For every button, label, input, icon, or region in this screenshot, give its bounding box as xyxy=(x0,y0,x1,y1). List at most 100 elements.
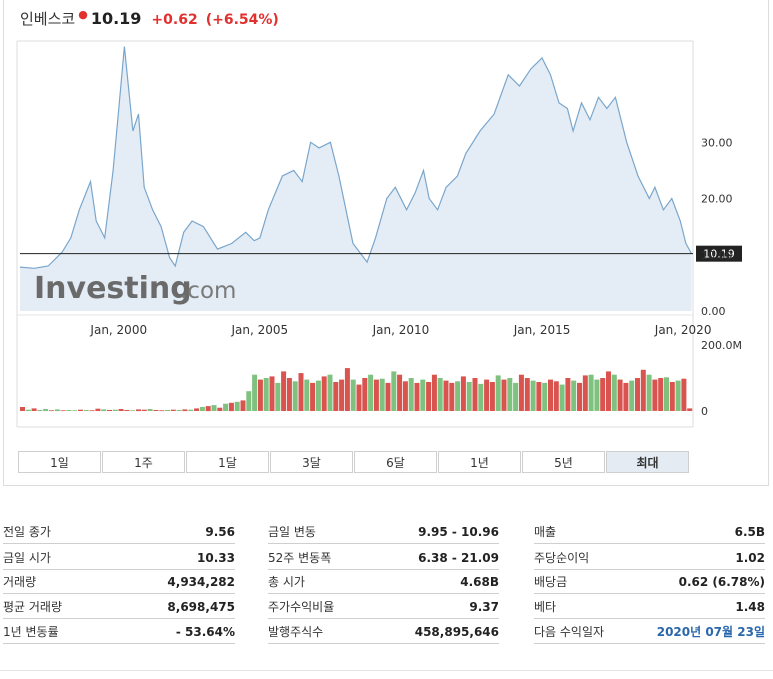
stat-label: 전일 종가 xyxy=(3,525,51,539)
stat-row: 평균 거래량 8,698,475 xyxy=(3,595,235,619)
stat-label: 총 시가 xyxy=(268,575,305,589)
tab-6m[interactable]: 6달 xyxy=(354,451,437,473)
volume-bar xyxy=(646,374,652,411)
stat-value: 458,895,646 xyxy=(414,624,499,639)
price-area-fill xyxy=(20,46,692,311)
volume-bar xyxy=(130,410,136,412)
tab-max[interactable]: 최대 xyxy=(606,451,689,473)
volume-bar xyxy=(223,403,229,411)
volume-bar xyxy=(20,407,25,411)
stat-label: 발행주식수 xyxy=(268,625,324,639)
x-tick-label: Jan, 2015 xyxy=(513,323,571,337)
volume-bar xyxy=(350,379,356,411)
volume-bar xyxy=(420,379,426,411)
volume-bar xyxy=(257,379,263,411)
price-chart[interactable]: Investing .com 10.19 0.00 10.00 20.00 30.00… xyxy=(4,0,770,440)
volume-bar xyxy=(530,380,536,411)
stat-value: 9.37 xyxy=(469,599,499,614)
volume-bar xyxy=(553,381,559,411)
stock-name: 인베스코 xyxy=(20,10,76,28)
volume-bar xyxy=(629,380,635,411)
volume-bar xyxy=(281,371,287,411)
tab-1y[interactable]: 1년 xyxy=(438,451,521,473)
stat-label: 금일 변동 xyxy=(268,525,316,539)
next-earnings-date-link[interactable]: 2020년 07월 23일 xyxy=(656,625,765,639)
volume-bar xyxy=(664,377,669,411)
volume-bar xyxy=(159,410,165,412)
volume-bar xyxy=(443,380,449,411)
market-status-icon: ● xyxy=(78,8,88,21)
x-tick-label: Jan, 2005 xyxy=(231,323,289,337)
volume-bar xyxy=(321,376,327,411)
volume-bar xyxy=(582,375,588,411)
stat-label: 매출 xyxy=(534,525,557,539)
volume-bar xyxy=(153,410,159,411)
stat-label: 다음 수익일자 xyxy=(534,625,605,639)
volume-bar xyxy=(658,378,664,411)
timeframe-tabs: 1일 1주 1달 3달 6달 1년 5년 최대 xyxy=(18,451,690,475)
stat-row: 전일 종가 9.56 xyxy=(3,520,235,544)
volume-bar xyxy=(484,379,490,411)
stat-row: 총 시가 4.68B xyxy=(268,570,499,594)
volume-y-axis: 200.0M 0 xyxy=(701,339,742,418)
y-tick-label: 20.00 xyxy=(701,193,733,206)
tab-5y[interactable]: 5년 xyxy=(522,451,605,473)
tab-3m[interactable]: 3달 xyxy=(270,451,353,473)
volume-bar xyxy=(118,409,124,411)
volume-bar xyxy=(60,410,66,412)
volume-bar xyxy=(472,378,478,411)
x-tick-label: Jan, 2020 xyxy=(654,323,712,337)
volume-bar xyxy=(669,382,675,411)
volume-bar xyxy=(72,410,78,412)
stat-value: 9.56 xyxy=(205,524,235,539)
current-price-label: 10.19 xyxy=(703,248,735,261)
volume-bar xyxy=(344,368,350,411)
volume-bar xyxy=(83,410,89,411)
volume-bar xyxy=(188,409,194,411)
volume-bar xyxy=(252,374,258,411)
volume-bar xyxy=(31,408,37,411)
price-line xyxy=(19,46,693,269)
y-tick-label: 30.00 xyxy=(701,136,733,149)
volume-bar xyxy=(507,378,513,411)
volume-bar xyxy=(600,378,606,411)
volume-bar xyxy=(269,376,275,411)
volume-bar xyxy=(124,410,130,411)
stat-row: 베타 1.48 xyxy=(534,595,765,619)
stat-row: 다음 수익일자 2020년 07월 23일 xyxy=(534,620,765,644)
y-tick-label: 0.00 xyxy=(701,305,726,318)
stat-value: 10.33 xyxy=(197,550,235,565)
volume-bar xyxy=(611,374,617,411)
volume-bar xyxy=(460,376,466,411)
volume-bar xyxy=(310,382,316,411)
volume-bar xyxy=(577,382,582,411)
chart-widget: 인베스코 ● 10.19 +0.62 (+6.54%) Investing .c… xyxy=(3,0,769,486)
stat-row: 금일 시가 10.33 xyxy=(3,546,235,570)
volume-bar xyxy=(89,410,95,412)
volume-bars xyxy=(20,368,693,412)
volume-bar xyxy=(211,405,217,411)
stat-value: 1.02 xyxy=(735,550,765,565)
quote-header: 인베스코 ● 10.19 +0.62 (+6.54%) xyxy=(20,8,279,32)
tab-1d[interactable]: 1일 xyxy=(18,451,101,473)
volume-bar xyxy=(304,379,310,411)
volume-bar xyxy=(25,409,31,411)
tab-1m[interactable]: 1달 xyxy=(186,451,269,473)
stat-label: 거래량 xyxy=(3,575,37,589)
volume-bar xyxy=(449,382,455,411)
volume-bar xyxy=(286,378,292,411)
volume-bar xyxy=(246,391,252,411)
tab-1w[interactable]: 1주 xyxy=(102,451,185,473)
stat-row: 매출 6.5B xyxy=(534,520,765,544)
volume-bar xyxy=(101,409,107,412)
investing-logo: Investing .com xyxy=(34,271,236,306)
volume-bar xyxy=(455,381,461,411)
volume-bar xyxy=(391,371,397,411)
volume-bar xyxy=(136,409,141,412)
volume-bar xyxy=(402,381,408,411)
volume-bar xyxy=(95,408,101,411)
price-change: +0.62 xyxy=(151,12,198,28)
volume-bar xyxy=(205,406,211,412)
volume-bar xyxy=(54,409,60,412)
volume-bar xyxy=(635,378,640,411)
